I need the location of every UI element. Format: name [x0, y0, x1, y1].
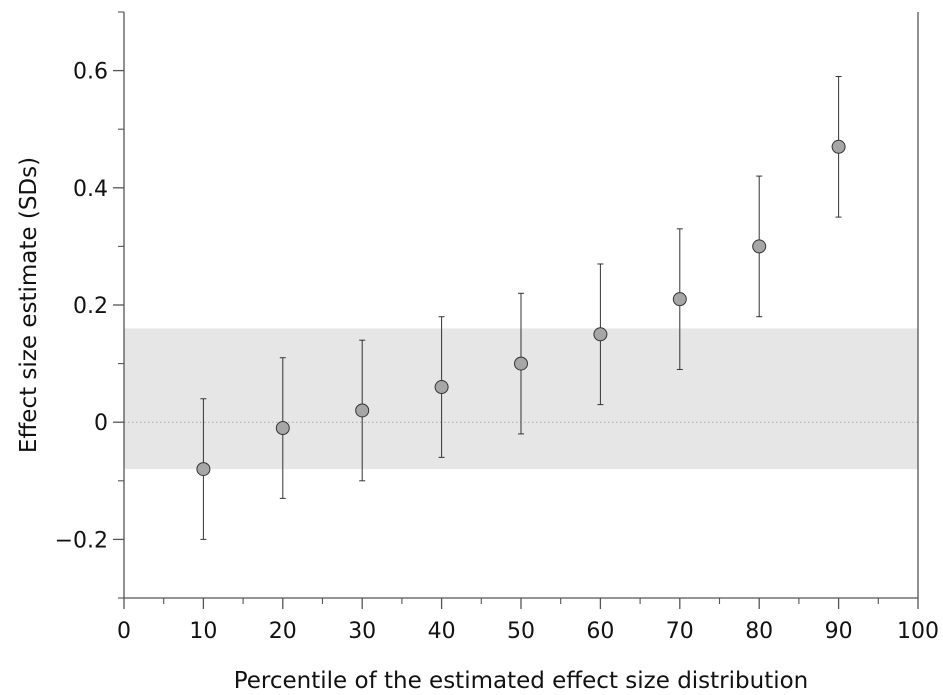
x-tick-label: 90 — [825, 619, 853, 644]
data-marks-layer — [196, 75, 846, 540]
y-tick-label: 0.2 — [73, 294, 108, 319]
y-tick-label: 0.6 — [73, 60, 108, 85]
data-point — [514, 356, 528, 371]
axes-layer: −0.2 0 0.2 0.4 0.6 0 10 20 30 40 50 60 70 80 90 100 — [55, 11, 939, 644]
y-tick-label: 0 — [94, 411, 108, 436]
x-tick-label: 60 — [586, 619, 614, 644]
y-axis-label: Effect size estimate (SDs) — [16, 157, 42, 453]
x-tick-label: 0 — [117, 619, 131, 644]
x-tick-label: 40 — [428, 619, 456, 644]
data-point — [196, 462, 211, 477]
y-tick-label: −0.2 — [55, 528, 108, 553]
y-tick-label: 0.4 — [73, 177, 108, 202]
data-point — [672, 292, 687, 307]
data-point — [831, 139, 846, 154]
x-tick-label: 100 — [897, 619, 939, 644]
data-point — [355, 403, 370, 418]
data-point — [275, 421, 290, 436]
data-point — [593, 327, 608, 342]
x-tick-label: 70 — [666, 619, 694, 644]
x-tick-label: 10 — [189, 619, 217, 644]
data-point — [434, 380, 449, 395]
x-tick-label: 80 — [745, 619, 773, 644]
x-tick-label: 30 — [348, 619, 376, 644]
x-axis-label: Percentile of the estimated effect size … — [234, 668, 809, 694]
x-tick-label: 20 — [269, 619, 297, 644]
data-point — [752, 239, 767, 254]
x-tick-label: 50 — [507, 619, 535, 644]
